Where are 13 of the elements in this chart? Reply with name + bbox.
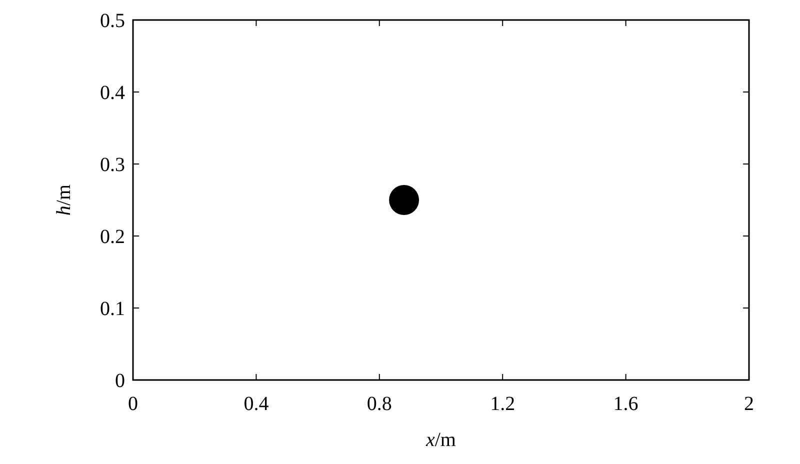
x-tick-label: 0.8	[366, 393, 392, 415]
y-axis-title: h/m	[53, 184, 75, 216]
x-axis-title: x/m	[424, 429, 456, 451]
x-tick-label: 1.2	[490, 393, 516, 415]
y-tick-label: 0.5	[100, 10, 125, 32]
x-tick-label: 1.6	[613, 393, 638, 415]
y-tick-label: 0.1	[100, 298, 125, 320]
x-tick-label: 2	[744, 393, 754, 415]
y-tick-label: 0.2	[100, 226, 125, 248]
y-tick-label: 0.3	[100, 154, 125, 176]
y-tick-label: 0.4	[100, 82, 125, 104]
x-tick-label: 0.4	[244, 393, 269, 415]
y-tick-label: 0	[115, 370, 125, 392]
